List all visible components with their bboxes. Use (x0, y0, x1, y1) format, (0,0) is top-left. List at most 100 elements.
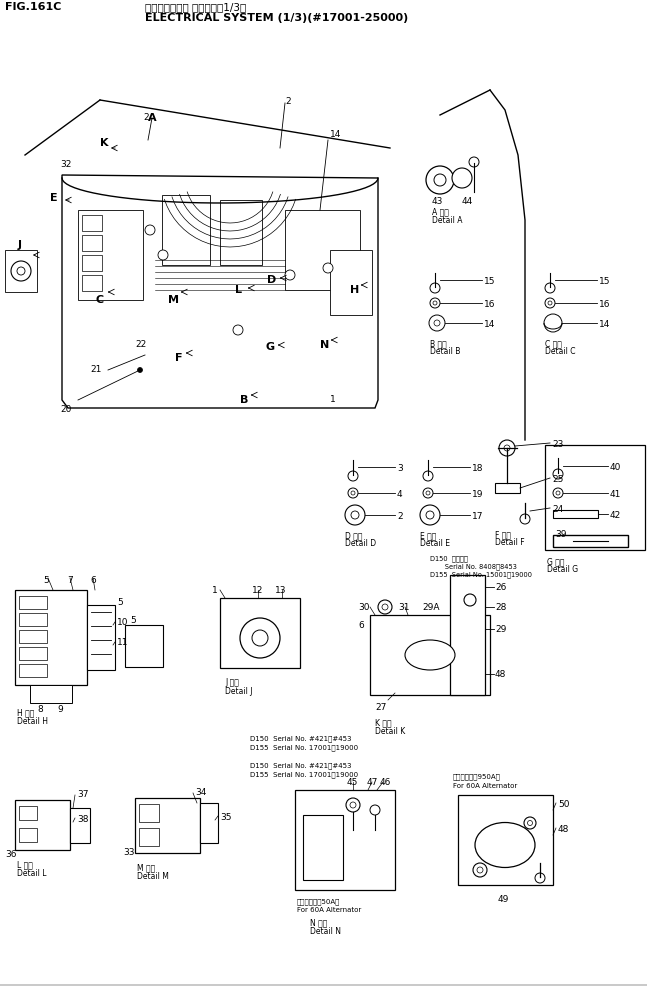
Bar (19, 613, 47, 626)
Circle shape (430, 283, 440, 293)
Bar (15, 590, 87, 685)
Bar (30, 685, 72, 703)
Bar (82, 235, 102, 251)
Text: 36: 36 (5, 850, 17, 859)
Text: 16: 16 (484, 300, 496, 309)
Text: 5: 5 (117, 598, 123, 607)
Text: D 詳細: D 詳細 (345, 531, 362, 540)
Text: M: M (168, 295, 179, 305)
Text: ELECTRICAL SYSTEM (1/3)(#17001-25000): ELECTRICAL SYSTEM (1/3)(#17001-25000) (145, 13, 408, 23)
Circle shape (469, 157, 479, 167)
Circle shape (504, 445, 510, 451)
Text: 10: 10 (117, 618, 129, 627)
Ellipse shape (405, 640, 455, 670)
Text: 29A: 29A (422, 603, 439, 612)
Text: 44: 44 (462, 197, 473, 206)
Bar (545, 445, 645, 550)
Text: 45: 45 (347, 778, 358, 787)
Circle shape (548, 301, 552, 305)
Bar (19, 630, 47, 643)
Text: Detail H: Detail H (17, 717, 48, 726)
Circle shape (544, 314, 562, 332)
Text: Detail G: Detail G (547, 565, 578, 574)
Text: A 詳細: A 詳細 (432, 207, 449, 216)
Text: 41: 41 (610, 490, 621, 499)
Text: L 詳細: L 詳細 (17, 860, 33, 869)
Text: K 詳細: K 詳細 (375, 718, 391, 727)
Text: 8: 8 (37, 705, 43, 714)
Circle shape (138, 368, 142, 373)
Text: 24: 24 (552, 505, 564, 514)
Text: D155  Serial No. 17001～19000: D155 Serial No. 17001～19000 (250, 744, 358, 750)
Circle shape (434, 320, 440, 326)
Bar (295, 790, 395, 890)
Text: 14: 14 (330, 130, 342, 139)
Text: 9: 9 (57, 705, 63, 714)
Text: 21: 21 (90, 365, 102, 374)
Bar (303, 815, 343, 880)
Text: Detail J: Detail J (225, 687, 252, 696)
Text: 2: 2 (285, 97, 291, 106)
Text: 40: 40 (610, 463, 621, 472)
Text: H 詳細: H 詳細 (17, 708, 34, 717)
Circle shape (545, 283, 555, 293)
Circle shape (527, 820, 532, 825)
Bar (285, 210, 360, 290)
Text: H: H (350, 285, 359, 295)
Text: 46: 46 (380, 778, 391, 787)
Bar (330, 250, 372, 315)
Text: FIG.161C: FIG.161C (5, 2, 61, 12)
Text: 14: 14 (484, 320, 496, 329)
Bar (19, 664, 47, 677)
Text: 38: 38 (77, 815, 89, 824)
Circle shape (345, 505, 365, 525)
Circle shape (351, 511, 359, 519)
Circle shape (378, 600, 392, 614)
Circle shape (433, 301, 437, 305)
Text: Detail D: Detail D (345, 539, 376, 548)
Text: 3: 3 (397, 464, 402, 473)
Text: Detail L: Detail L (17, 869, 47, 878)
Text: D: D (267, 275, 276, 285)
Bar (19, 828, 37, 842)
Text: 14: 14 (599, 320, 610, 329)
Circle shape (535, 873, 545, 883)
Bar (70, 808, 90, 843)
Circle shape (553, 469, 563, 479)
Bar (78, 210, 143, 300)
Text: 5: 5 (130, 616, 136, 625)
Text: L: L (235, 285, 242, 295)
Circle shape (464, 594, 476, 606)
Text: F: F (175, 353, 182, 363)
Circle shape (423, 488, 433, 498)
Text: 43: 43 (432, 197, 443, 206)
Bar (19, 806, 37, 820)
Circle shape (524, 817, 536, 829)
Text: 30: 30 (358, 603, 369, 612)
Circle shape (370, 805, 380, 815)
Text: Detail N: Detail N (310, 927, 341, 936)
Text: 5: 5 (43, 576, 49, 585)
Text: B 詳細: B 詳細 (430, 339, 446, 348)
Text: For 60A Alternator: For 60A Alternator (297, 907, 361, 913)
Text: 12: 12 (252, 586, 263, 595)
Circle shape (426, 166, 454, 194)
Text: 50: 50 (558, 800, 569, 809)
Bar (220, 200, 262, 265)
Circle shape (556, 491, 560, 495)
Text: Detail E: Detail E (420, 539, 450, 548)
Text: 1: 1 (212, 586, 218, 595)
Text: 7: 7 (67, 576, 72, 585)
Bar (139, 804, 159, 822)
Circle shape (429, 315, 445, 331)
Bar (5, 250, 37, 292)
Text: G: G (265, 342, 274, 352)
Text: 42: 42 (610, 511, 621, 520)
Bar (82, 215, 102, 231)
Text: 1: 1 (330, 395, 336, 404)
Bar (450, 575, 485, 695)
Text: 37: 37 (77, 790, 89, 799)
Text: 33: 33 (123, 848, 135, 857)
Circle shape (348, 471, 358, 481)
Text: 34: 34 (195, 788, 206, 797)
